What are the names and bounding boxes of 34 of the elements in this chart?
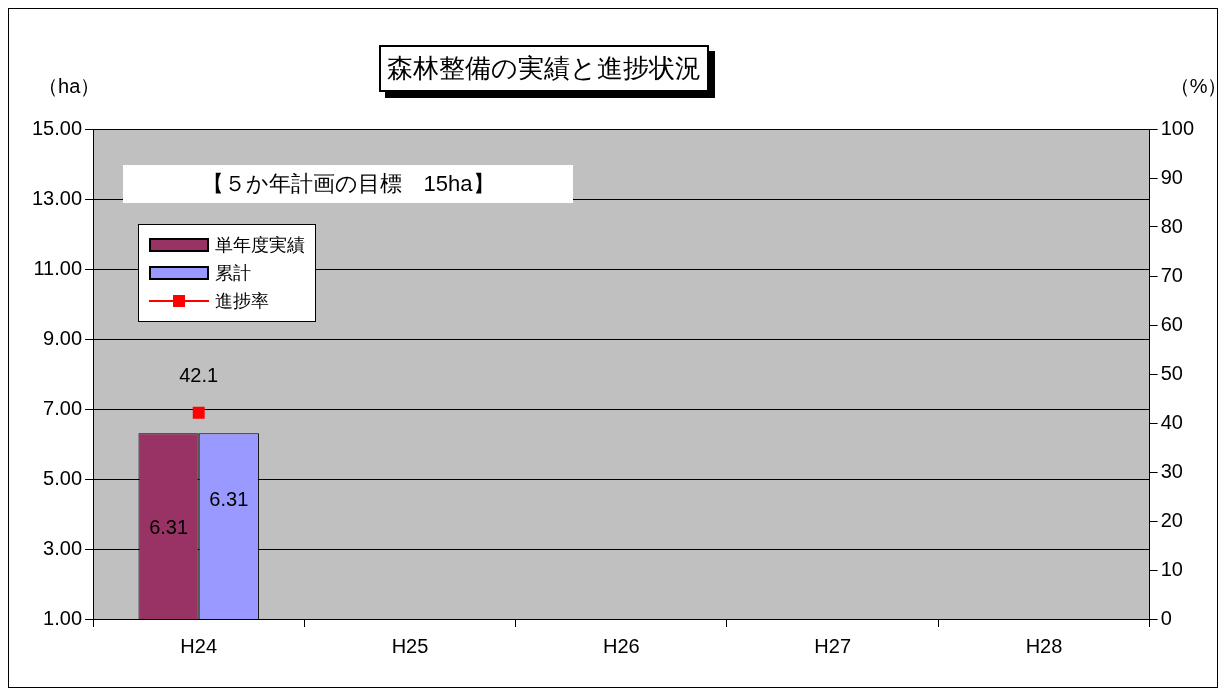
y2-tick-label: 30 — [1160, 459, 1183, 482]
x-tick-label: H27 — [814, 634, 852, 657]
y-tick-label: 3.00 — [43, 536, 83, 559]
y-tick-label: 11.00 — [33, 256, 83, 279]
y-tick-label: 1.00 — [43, 606, 83, 629]
y2-tick-label: 100 — [1160, 116, 1195, 139]
legend-label: 単年度実績 — [215, 234, 306, 257]
x-tick-label: H25 — [391, 634, 429, 657]
y2-tick-label: 50 — [1160, 361, 1183, 384]
y2-axis-title: （%） — [1169, 74, 1227, 99]
data-label: 6.31 — [209, 487, 249, 510]
chart-title: 森林整備の実績と進捗状況 — [379, 45, 709, 92]
y-tick-label: 13.00 — [31, 186, 83, 209]
data-label: 6.31 — [149, 515, 189, 538]
y2-tick-label: 70 — [1160, 263, 1183, 286]
note-box: 【５か年計画の目標 15ha】 — [123, 165, 574, 203]
y2-tick-label: 20 — [1160, 508, 1183, 531]
legend-label: 累計 — [215, 262, 252, 285]
y-axis-title: （ha） — [38, 74, 101, 99]
legend-label: 進捗率 — [215, 290, 270, 313]
x-tick-label: H28 — [1025, 634, 1063, 657]
y2-tick-label: 90 — [1160, 165, 1183, 188]
x-tick-label: H24 — [180, 634, 218, 657]
y2-tick-label: 40 — [1160, 410, 1183, 433]
y-tick-label: 15.00 — [31, 116, 83, 139]
y2-tick-label: 60 — [1160, 312, 1183, 335]
y2-tick-label: 10 — [1160, 557, 1183, 580]
y-tick-label: 7.00 — [43, 396, 83, 419]
y2-tick-label: 80 — [1160, 214, 1183, 237]
y2-tick-label: 0 — [1160, 606, 1172, 629]
x-tick-label: H26 — [602, 634, 640, 657]
y-tick-label: 5.00 — [43, 466, 83, 489]
y-tick-label: 9.00 — [43, 326, 83, 349]
data-label: 42.1 — [179, 364, 219, 387]
